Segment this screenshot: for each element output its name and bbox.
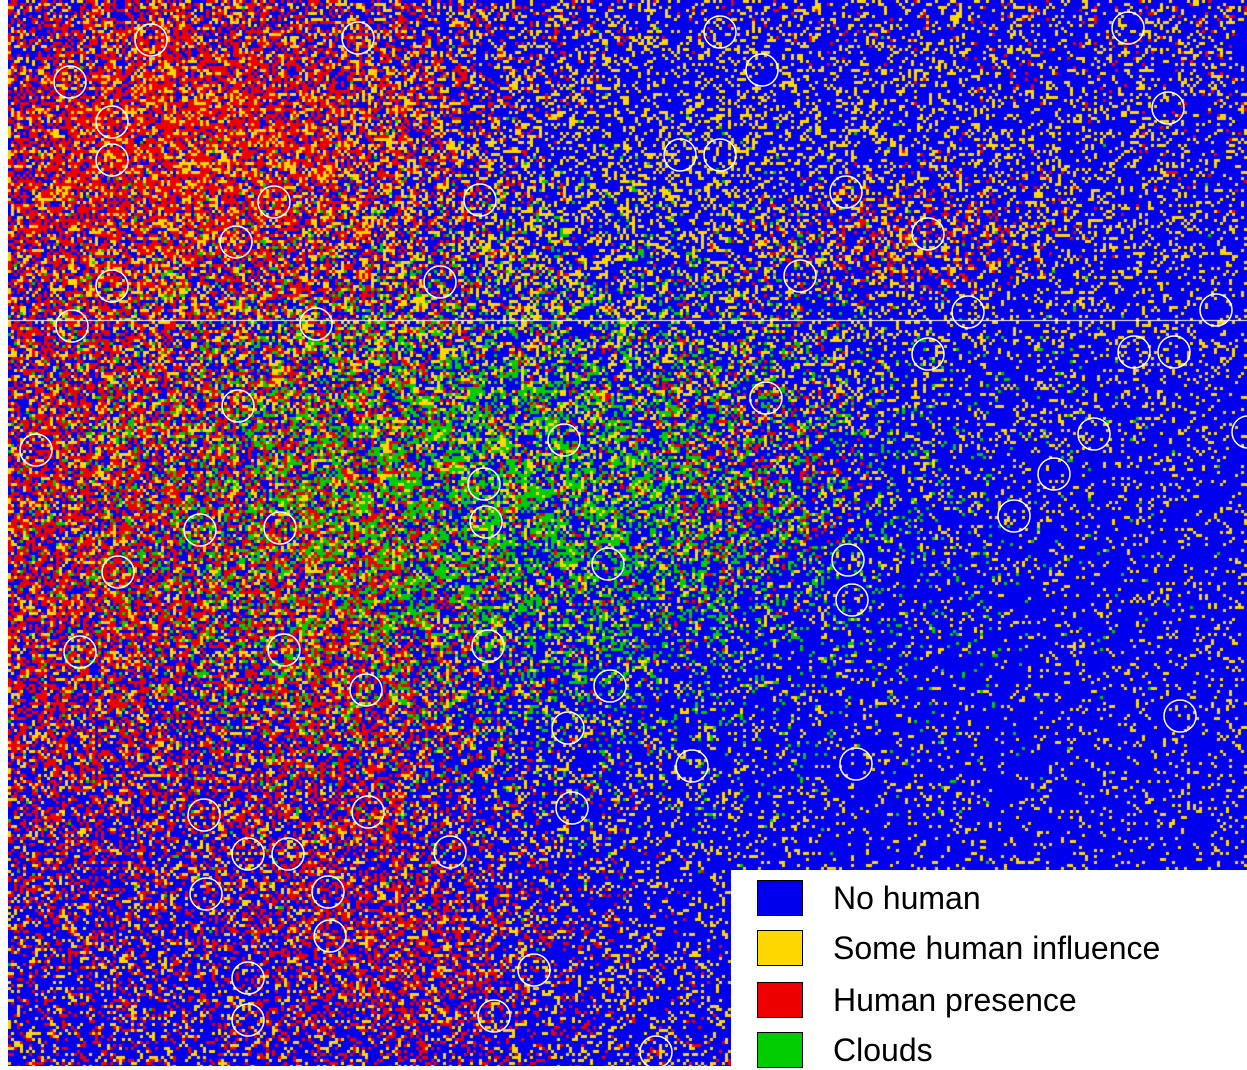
legend-swatch-some-human-influence xyxy=(757,930,803,966)
legend-label-human-presence: Human presence xyxy=(833,980,1077,1020)
map-legend: No human Some human influence Human pres… xyxy=(731,870,1247,1066)
legend-swatch-human-presence xyxy=(757,982,803,1018)
legend-swatch-clouds xyxy=(757,1032,803,1068)
legend-label-some-human-influence: Some human influence xyxy=(833,928,1160,968)
legend-item-no-human: No human xyxy=(757,878,981,918)
legend-label-clouds: Clouds xyxy=(833,1030,933,1070)
legend-label-no-human: No human xyxy=(833,878,981,918)
legend-swatch-no-human xyxy=(757,880,803,916)
legend-item-some-human-influence: Some human influence xyxy=(757,928,1160,968)
legend-item-human-presence: Human presence xyxy=(757,980,1077,1020)
legend-item-clouds: Clouds xyxy=(757,1030,933,1070)
